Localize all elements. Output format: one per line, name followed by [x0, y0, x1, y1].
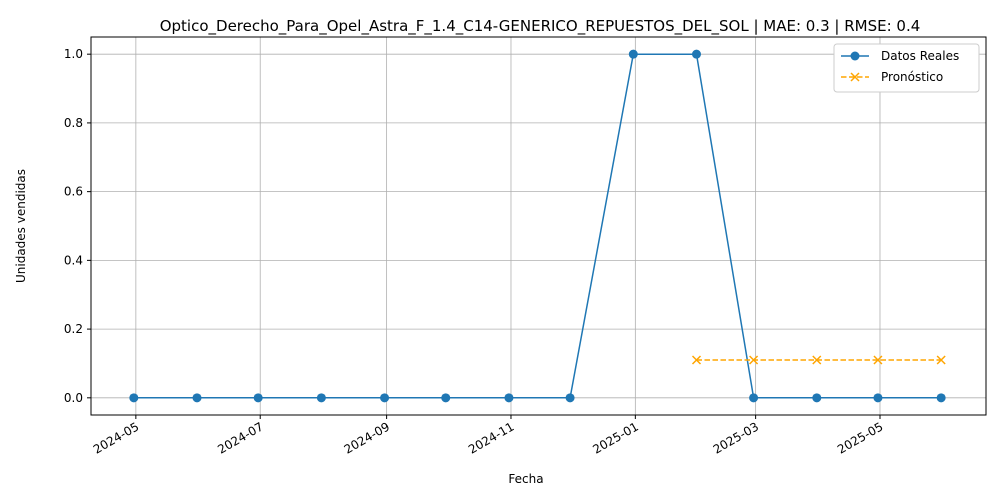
- y-tick-label: 0.8: [64, 116, 83, 130]
- y-tick-label: 1.0: [64, 47, 83, 61]
- chart-title: Optico_Derecho_Para_Opel_Astra_F_1.4_C14…: [160, 17, 921, 36]
- data-point: [749, 393, 759, 403]
- data-point: [380, 393, 390, 403]
- x-tick-label: 2025-01: [590, 419, 640, 456]
- plot-frame: [90, 36, 987, 416]
- data-point: [129, 393, 139, 403]
- data-point: [873, 393, 883, 403]
- data-point: [628, 49, 638, 59]
- x-axis-label: Fecha: [508, 472, 543, 486]
- x-tick-label: 2024-09: [342, 419, 392, 456]
- x-tick-label: 2024-05: [91, 419, 141, 456]
- series-actual: [129, 49, 946, 403]
- data-point: [253, 393, 263, 403]
- legend: Datos Reales Pronóstico: [833, 43, 980, 93]
- data-point: [192, 393, 202, 403]
- data-point: [316, 393, 326, 403]
- y-tick-label: 0.2: [64, 322, 83, 336]
- plot-series: [129, 49, 946, 403]
- data-point: [441, 393, 451, 403]
- data-point: [692, 49, 702, 59]
- y-tick-label: 0.0: [64, 391, 83, 405]
- data-point: [691, 355, 702, 365]
- data-point: [504, 393, 514, 403]
- x-tick-label: 2024-07: [215, 419, 265, 456]
- legend-box: [833, 43, 980, 93]
- axes: 0.0 0.2 0.4 0.6 0.8 1.0 2024-05 2024-07 2024-09 2…: [64, 47, 886, 456]
- legend-label: Datos Reales: [881, 49, 959, 63]
- legend-item: Datos Reales: [841, 49, 959, 63]
- legend-label: Pronóstico: [881, 70, 943, 84]
- legend-item: Pronóstico: [841, 70, 943, 84]
- data-point: [936, 393, 946, 403]
- data-point: [812, 393, 822, 403]
- series-forecast: [691, 355, 946, 365]
- y-tick-label: 0.4: [64, 253, 83, 267]
- data-point: [873, 355, 883, 365]
- series-line: [133, 53, 942, 399]
- data-point: [565, 393, 575, 403]
- x-tick-label: 2025-05: [835, 419, 885, 456]
- data-point: [936, 355, 946, 365]
- y-tick-label: 0.6: [64, 185, 83, 199]
- grid: [91, 37, 986, 415]
- legend-marker: [850, 51, 860, 61]
- legend-marker: [850, 72, 860, 82]
- y-axis-label: Unidades vendidas: [14, 169, 28, 283]
- data-point: [812, 355, 822, 365]
- x-tick-label: 2025-03: [711, 419, 761, 456]
- x-tick-label: 2024-11: [466, 419, 516, 456]
- data-point: [749, 355, 759, 365]
